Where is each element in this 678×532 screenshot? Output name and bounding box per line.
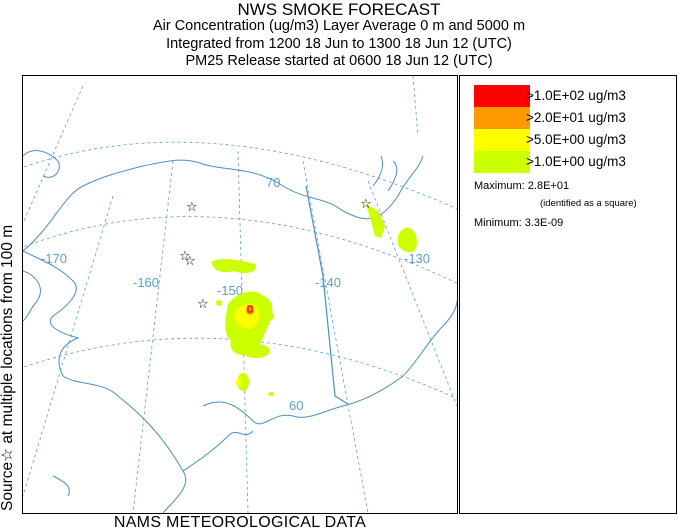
source-side-label-text: Source☆ at multiple locations from 100 m bbox=[0, 225, 16, 511]
legend-item: >2.0E+01 ug/m3 bbox=[474, 107, 674, 129]
lon-label-150: -150 bbox=[217, 283, 243, 298]
source-star-icon: ☆ bbox=[179, 249, 191, 264]
longitude-line-180 bbox=[23, 85, 84, 225]
source-side-label: Source☆ at multiple locations from 100 m bbox=[0, 75, 20, 512]
legend-label: >5.0E+00 ug/m3 bbox=[526, 132, 626, 147]
plume-small bbox=[216, 300, 222, 306]
legend-label: >2.0E+01 ug/m3 bbox=[526, 110, 626, 125]
lon-label-160: -160 bbox=[133, 275, 159, 290]
latitude-line-70 bbox=[23, 216, 457, 284]
page-title: NWS SMOKE FORECAST bbox=[237, 0, 441, 19]
source-star-icon: ☆ bbox=[197, 297, 209, 312]
lon-label-130: -130 bbox=[404, 251, 430, 266]
plume-tiny bbox=[268, 392, 274, 396]
chukotka-coast bbox=[23, 150, 60, 178]
legend-swatch bbox=[474, 107, 530, 129]
lon-label-140: -140 bbox=[315, 275, 341, 290]
plume-yukon-south bbox=[397, 227, 418, 253]
longitude-line-140 bbox=[302, 160, 369, 513]
gulf-coast bbox=[202, 300, 457, 425]
archipelago-coast bbox=[372, 155, 398, 192]
lon-label-170: -170 bbox=[41, 251, 67, 266]
west-coast bbox=[23, 250, 186, 513]
lat-label-60: 60 bbox=[289, 398, 303, 413]
arctic-coast bbox=[23, 155, 424, 252]
longitude-line-170 bbox=[23, 195, 114, 497]
subtitle-release-time: PM25 Release started at 0600 18 Jun 12 (… bbox=[185, 53, 493, 69]
longitude-line-120 bbox=[412, 76, 419, 137]
siberia-coast bbox=[23, 270, 41, 322]
plume-kenai-core bbox=[236, 377, 242, 387]
island-1 bbox=[52, 475, 70, 497]
plume-central-east bbox=[256, 310, 274, 322]
plume-north bbox=[211, 259, 256, 274]
minimum-value: Minimum: 3.3E-09 bbox=[474, 217, 564, 229]
legend-label: >1.0E+02 ug/m3 bbox=[526, 88, 626, 103]
source-star-icon: ☆ bbox=[360, 197, 372, 212]
subtitle-integration-period: Integrated from 1200 18 Jun to 1300 18 J… bbox=[166, 36, 512, 52]
legend-swatch bbox=[474, 151, 530, 173]
maximum-note: (identified as a square) bbox=[540, 198, 637, 209]
source-star-icon: ☆ bbox=[186, 200, 198, 215]
subtitle-concentration: Air Concentration (ug/m3) Layer Average … bbox=[152, 18, 526, 34]
source-star-icon: ☆ bbox=[184, 254, 196, 269]
concentration-legend: >1.0E+02 ug/m3 >2.0E+01 ug/m3 >5.0E+00 u… bbox=[459, 75, 677, 514]
maximum-square-marker bbox=[247, 305, 253, 313]
legend-item: >1.0E+00 ug/m3 bbox=[474, 151, 674, 173]
legend-label: >1.0E+00 ug/m3 bbox=[526, 154, 626, 169]
smoke-concentration-1e00 bbox=[211, 204, 418, 396]
legend-swatch bbox=[474, 85, 530, 107]
plume-yukon-north bbox=[366, 204, 385, 238]
map-canvas: -170 -160 -150 -140 -130 70 60 bbox=[23, 76, 457, 513]
maximum-value: Maximum: 2.8E+01 bbox=[474, 180, 570, 192]
meteorological-data-footer: NAMS METEOROLOGICAL DATA bbox=[113, 514, 367, 531]
coastline bbox=[23, 150, 457, 513]
plume-south bbox=[242, 344, 270, 358]
longitude-line-130 bbox=[367, 180, 457, 407]
longitude-line-160 bbox=[132, 160, 174, 513]
us-canada-border bbox=[305, 185, 349, 405]
latitude-line-75 bbox=[23, 141, 457, 210]
legend-item: >5.0E+00 ug/m3 bbox=[474, 129, 674, 151]
legend-swatch bbox=[474, 129, 530, 151]
smoke-forecast-map[interactable]: -170 -160 -150 -140 -130 70 60 bbox=[22, 75, 458, 514]
legend-item: >1.0E+02 ug/m3 bbox=[474, 85, 674, 107]
lat-label-70: 70 bbox=[266, 175, 280, 190]
peninsula-coast bbox=[182, 430, 254, 472]
